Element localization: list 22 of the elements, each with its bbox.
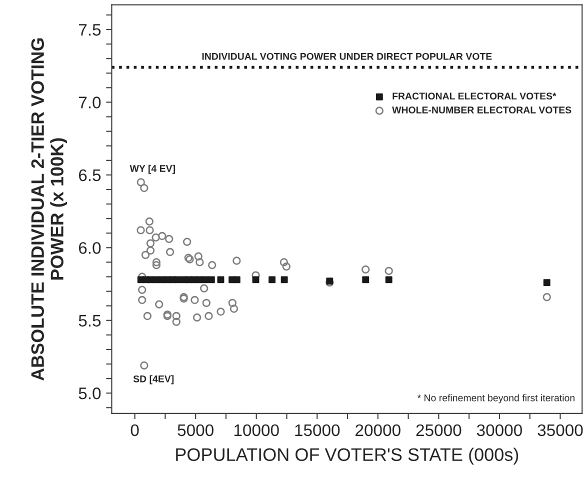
y-tick-label: 6.0	[78, 242, 101, 254]
annotation: WY [4 EV]	[130, 164, 175, 174]
annotation: SD [4EV]	[133, 375, 174, 384]
legend-label: FRACTIONAL ELECTORAL VOTES*	[392, 92, 556, 100]
x-tick-label: 35000	[538, 424, 583, 436]
y-tick-label: 5.5	[78, 314, 101, 327]
x-tick-label: 30000	[476, 424, 522, 436]
y-axis-title: ABSOLUTE INDIVIDUAL 2-TIER VOTING POWER (x 100K)	[31, 38, 68, 381]
x-tick-label: 10000	[234, 424, 279, 436]
x-tick-label: 5000	[178, 424, 214, 436]
x-axis-title: POPULATION OF VOTER'S STATE (000s)	[176, 448, 518, 465]
y-tick-label: 7.0	[78, 96, 101, 108]
x-tick-label: 15000	[295, 424, 340, 436]
x-tick-label: 25000	[416, 424, 462, 436]
ref-line-label: INDIVIDUAL VOTING POWER UNDER DIRECT POPULAR VOTE	[202, 52, 492, 60]
legend-label: WHOLE-NUMBER ELECTORAL VOTES	[392, 106, 572, 114]
x-tick-label: 0	[130, 424, 139, 436]
y-tick-label: 6.5	[78, 169, 101, 182]
y-tick-label: 5.0	[78, 388, 101, 400]
x-tick-label: 20000	[356, 424, 400, 436]
annotation: * No refinement beyond first iteration	[417, 394, 574, 404]
y-tick-label: 7.5	[78, 24, 101, 36]
